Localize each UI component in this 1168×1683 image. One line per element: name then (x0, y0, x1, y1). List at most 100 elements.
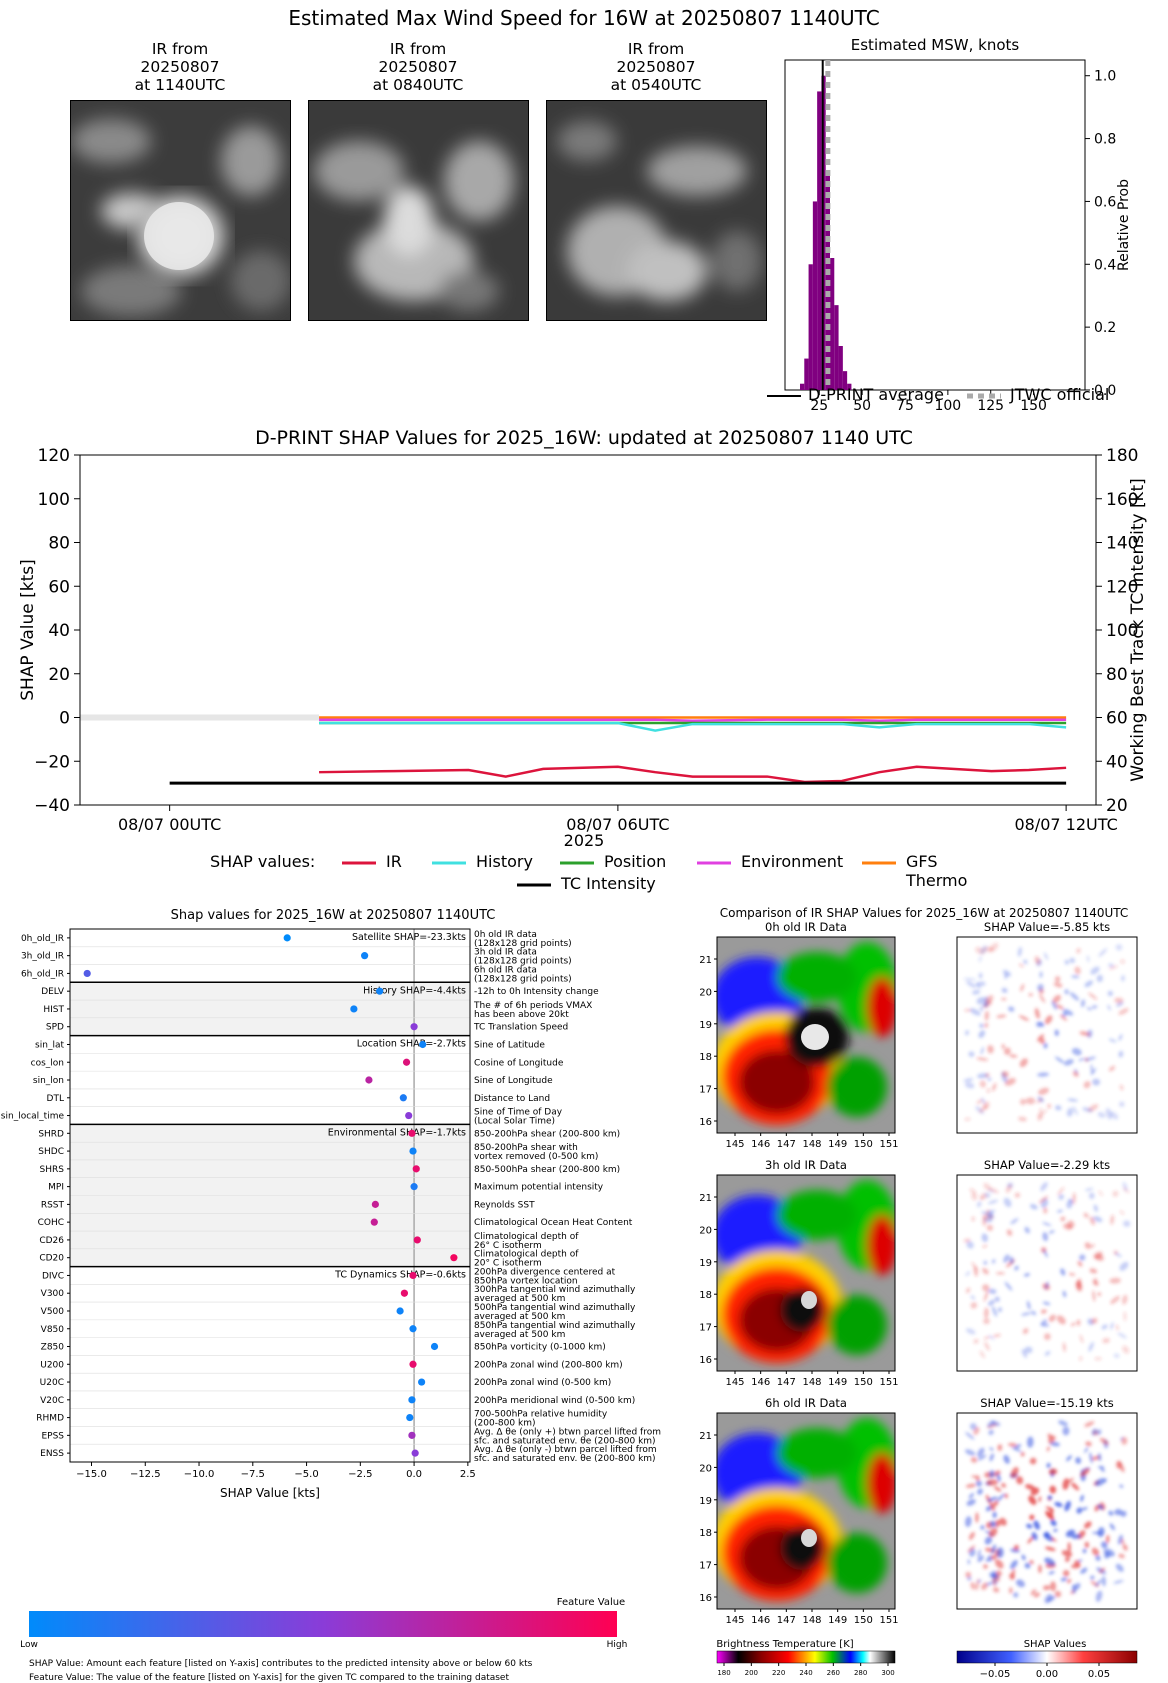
legend-label-environment: Environment (741, 852, 844, 871)
feature-name: SPD (46, 1023, 64, 1033)
feature-point (405, 1111, 413, 1120)
shap-map-title: SHAP Value=-2.29 kts (984, 1158, 1110, 1172)
feature-description: Climatological depth of (474, 1232, 579, 1242)
lat-tick-label: 17 (699, 1561, 712, 1572)
lat-tick-label: 21 (699, 1193, 712, 1204)
group-label: Environmental SHAP=-1.7kts (328, 1127, 466, 1138)
feature-description: Reynolds SST (474, 1200, 535, 1210)
feature-description: Climatological depth of (474, 1250, 579, 1260)
lat-tick-label: 18 (699, 1290, 712, 1301)
feature-description: Sine of Time of Day (474, 1108, 563, 1118)
feature-description: 850hPa vorticity (0-1000 km) (474, 1343, 606, 1353)
lat-tick-label: 20 (699, 1225, 712, 1236)
timeseries-ytick-label: 40 (48, 621, 70, 641)
feature-name: HIST (43, 1005, 64, 1015)
ir-image-0540 (546, 100, 767, 321)
group-label: TC Dynamics SHAP=-0.6kts (334, 1270, 466, 1281)
feature-description: Climatological Ocean Heat Content (474, 1218, 633, 1228)
legend-label-tc-intensity: TC Intensity (561, 874, 656, 893)
histogram-ytick-label: 0.0 (1094, 383, 1116, 399)
feature-xtick-label: −7.5 (241, 1469, 265, 1480)
timeseries-xtick-label: 08/07 06UTC (566, 815, 669, 834)
histogram-title: Estimated MSW, knots (851, 36, 1020, 54)
feature-point (371, 1200, 379, 1208)
timeseries-ytick-label: −20 (34, 752, 70, 772)
feature-description: (200-800 km) (474, 1419, 535, 1429)
shap-map-frame (956, 936, 1138, 1134)
feature-name: ENSS (40, 1449, 64, 1459)
feature-point (83, 969, 91, 978)
histogram-xtick-label: 50 (853, 398, 871, 410)
feature-point (399, 1094, 407, 1102)
histogram-bar (808, 264, 813, 390)
histogram-xtick-label: 25 (810, 398, 828, 410)
timeseries-ytick-label: 20 (48, 665, 70, 685)
feature-point (410, 1023, 418, 1031)
timeseries-y2tick-label: 180 (1106, 446, 1138, 466)
lon-tick-label: 151 (879, 1139, 898, 1150)
feature-description: Avg. Δ θe (only -) btwn parcel lifted fr… (474, 1445, 657, 1455)
timeseries-y2tick-label: 60 (1106, 709, 1128, 729)
lat-tick-label: 17 (699, 1085, 712, 1096)
histogram-bar (830, 258, 835, 390)
feature-description: averaged at 500 km (474, 1294, 565, 1304)
feature-name: DTL (47, 1094, 64, 1104)
legend-label-ir: IR (386, 852, 402, 871)
timeseries-ytick-label: 80 (48, 534, 70, 554)
ir-image-0840-graphic (309, 101, 528, 320)
histogram-bar (838, 346, 843, 390)
feature-name: SHRS (40, 1165, 65, 1175)
feature-name: CD26 (39, 1236, 64, 1246)
legend-swatch-tc-intensity (517, 883, 551, 887)
shap-map-title: SHAP Value=-15.19 kts (980, 1396, 1114, 1410)
feature-description: sfc. and saturated env. θe (200-800 km) (474, 1454, 656, 1464)
feature-description: The # of 6h periods VMAX (473, 1001, 592, 1011)
bt-tick-label: 240 (799, 1669, 812, 1677)
lon-tick-label: 145 (725, 1139, 744, 1150)
shap-map (957, 1413, 1137, 1609)
feature-name: 0h_old_IR (21, 934, 64, 944)
feature-name: DELV (41, 987, 65, 997)
ir-map-frame (716, 1412, 896, 1610)
lat-tick-label: 19 (699, 1496, 712, 1507)
ir-panel-title-line: 20250807 (140, 58, 220, 76)
timeseries-title: D-PRINT SHAP Values for 2025_16W: update… (255, 427, 913, 449)
feature-point (410, 1183, 418, 1191)
lon-tick-label: 145 (725, 1377, 744, 1388)
legend-label-position: Position (604, 852, 667, 871)
lon-tick-label: 151 (879, 1377, 898, 1388)
timeseries-xtick-label: 08/07 12UTC (1014, 815, 1117, 834)
group-label: Location SHAP=-2.7kts (357, 1039, 466, 1050)
shap-timeseries-chart: D-PRINT SHAP Values for 2025_16W: update… (18, 427, 1148, 850)
feature-point (409, 1325, 417, 1333)
feature-name: EPSS (41, 1431, 64, 1441)
feature-point (409, 1360, 417, 1368)
histogram-bar (800, 383, 805, 390)
feature-description: 300hPa tangential wind azimuthally (474, 1285, 636, 1295)
lat-tick-label: 19 (699, 1020, 712, 1031)
feature-point (408, 1431, 416, 1439)
histogram-xtick-label: 75 (896, 398, 914, 410)
bt-tick-label: 280 (854, 1669, 867, 1677)
shap-map (957, 937, 1137, 1133)
legend-dprint-label: D-PRINT average (808, 385, 944, 404)
feature-name: 6h_old_IR (21, 969, 64, 979)
feature-name: U20C (40, 1378, 64, 1388)
feature-xtick-label: −10.0 (184, 1469, 215, 1480)
feature-description: 850hPa tangential wind azimuthally (474, 1321, 636, 1331)
legend-swatch-gfs-thermo (862, 861, 896, 865)
lon-tick-label: 150 (854, 1615, 873, 1626)
lat-tick-label: 21 (699, 1431, 712, 1442)
feature-description: (128x128 grid points) (474, 957, 572, 967)
feature-xtick-label: −2.5 (348, 1469, 372, 1480)
feature-point (408, 1129, 416, 1137)
feature-point (396, 1307, 404, 1315)
bt-tick-label: 200 (745, 1669, 758, 1677)
feature-name: cos_lon (31, 1058, 64, 1068)
lon-tick-label: 147 (777, 1615, 796, 1626)
feature-point (365, 1076, 373, 1084)
feature-point (409, 1147, 417, 1155)
shap-colorbar-label: SHAP Values (1024, 1639, 1087, 1650)
legend-jtwc-label: JTWC official (1010, 385, 1110, 404)
timeseries-y2tick-label: 40 (1106, 752, 1128, 772)
